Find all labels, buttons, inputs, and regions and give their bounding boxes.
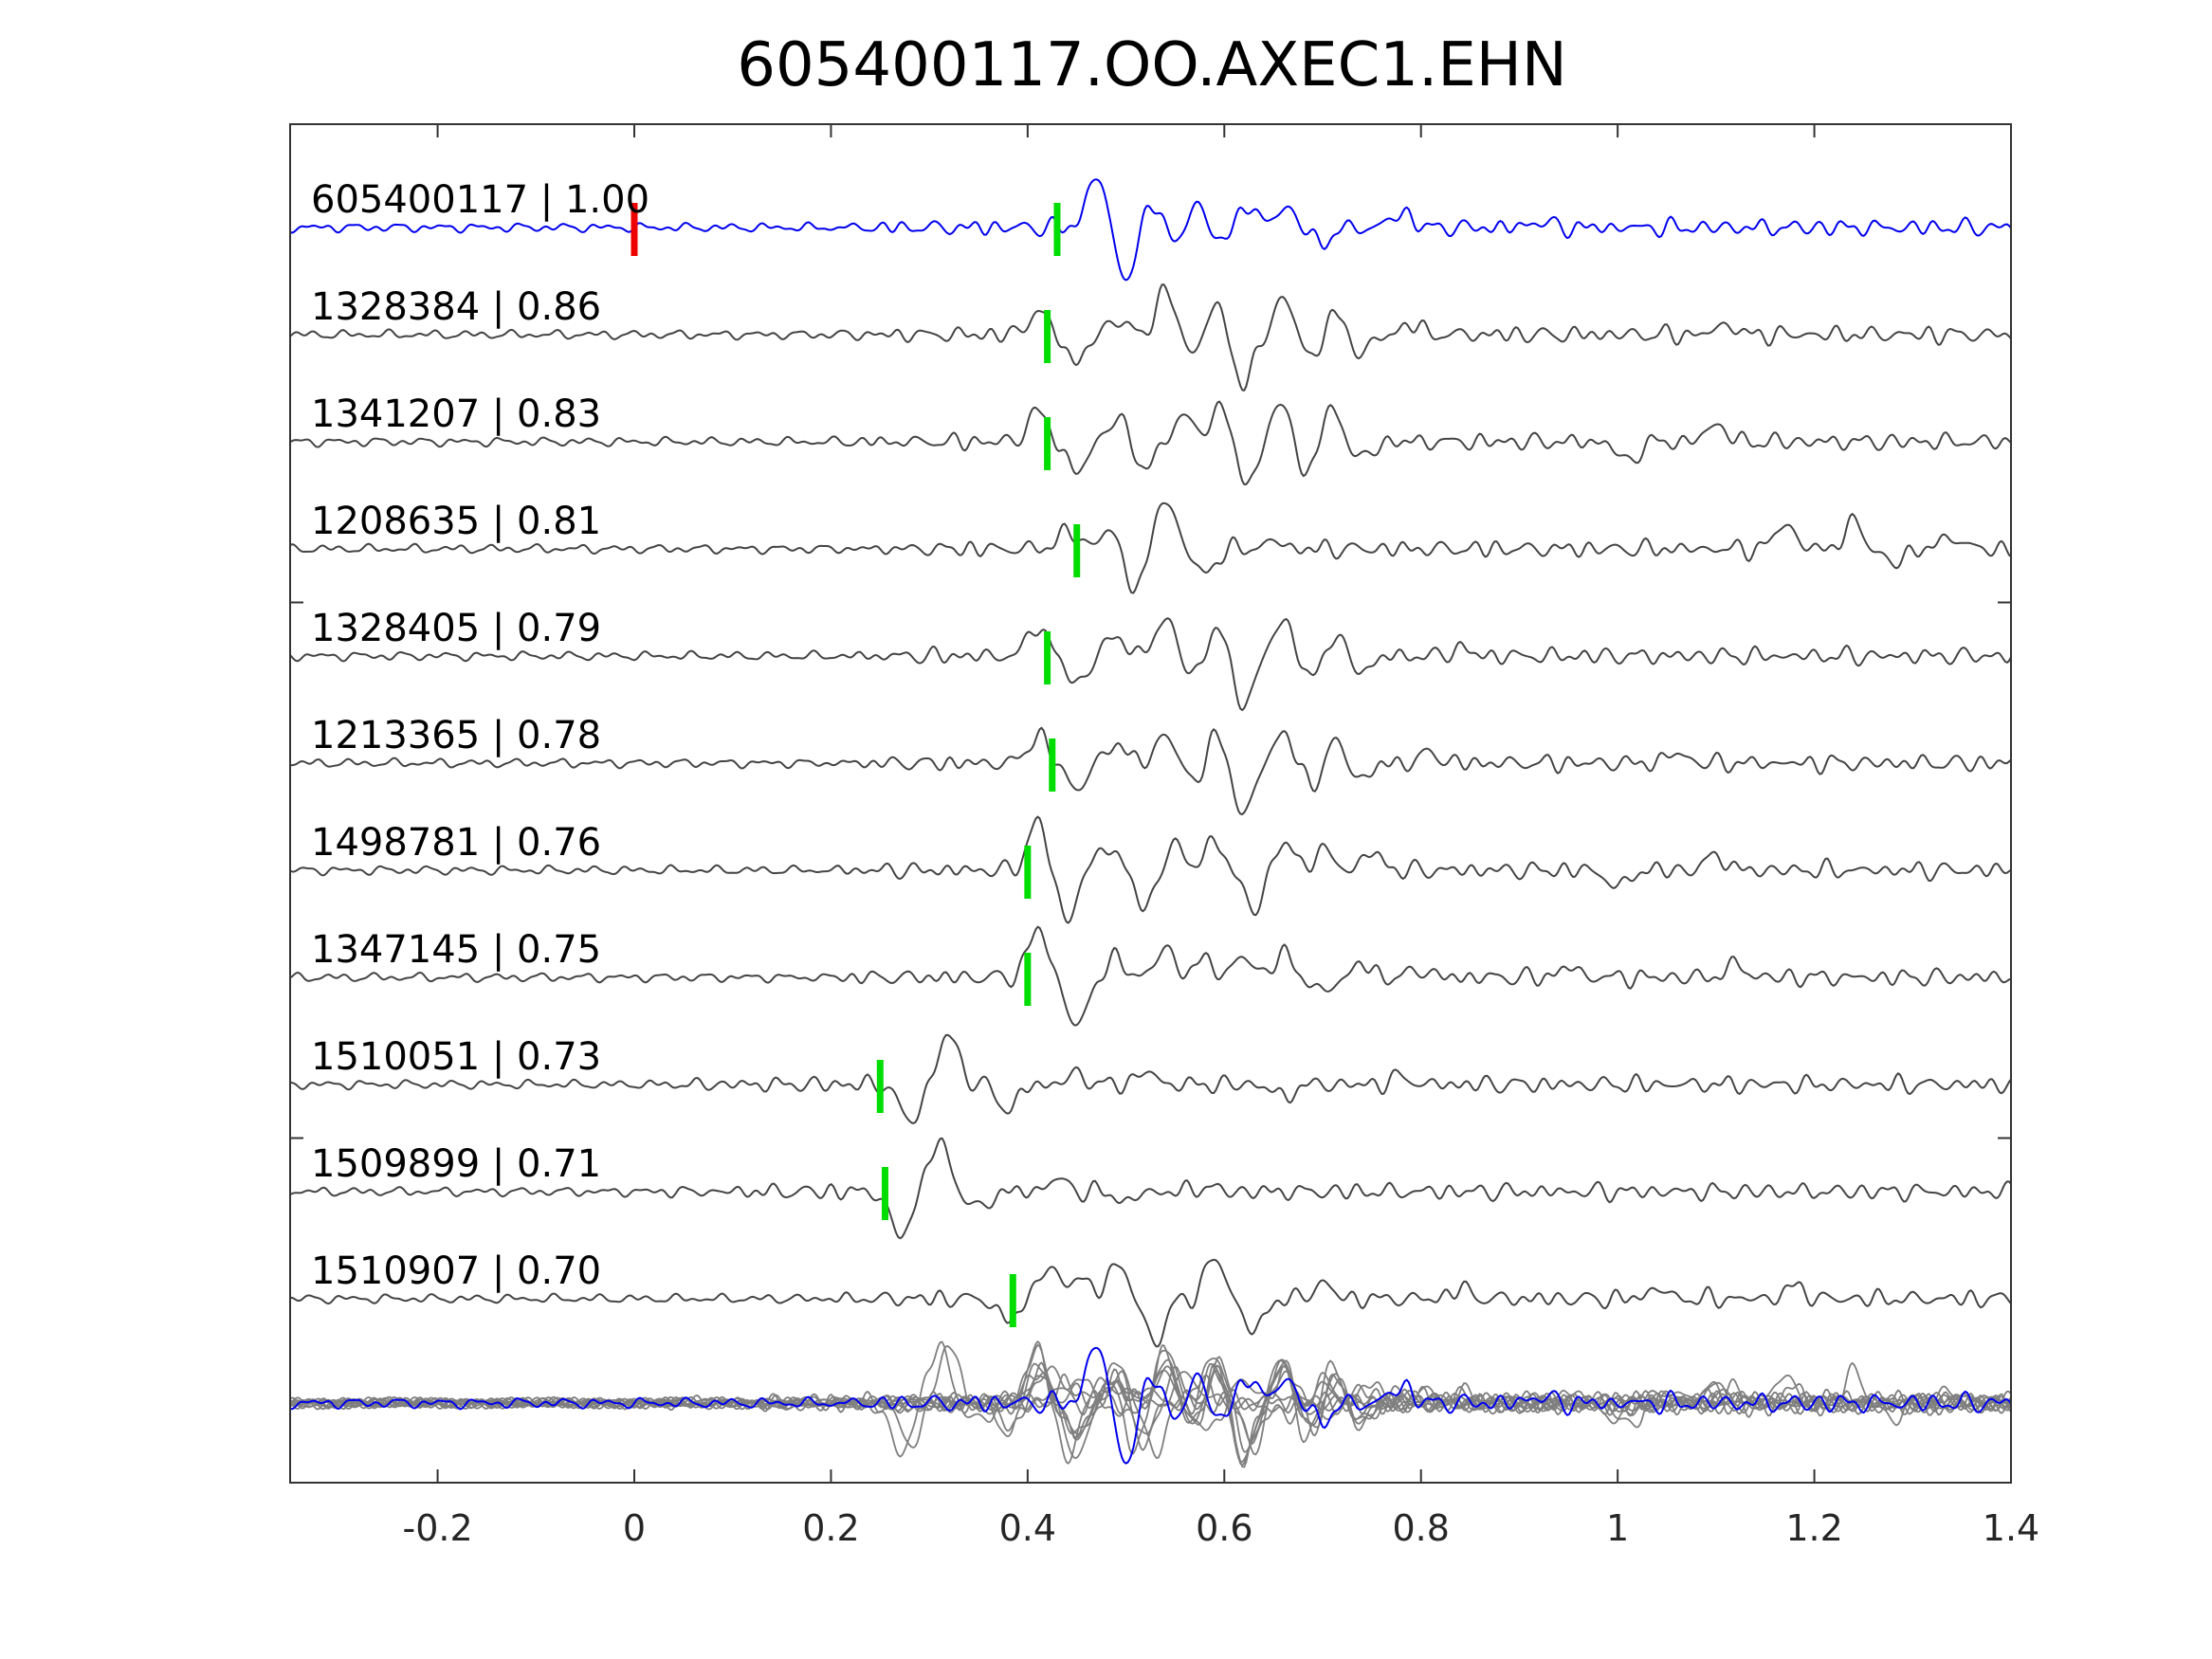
x-tick-label-8: 1.4 [1983, 1507, 2039, 1549]
trace-line-6 [289, 815, 2012, 924]
stack-trace-4 [289, 1358, 2012, 1467]
trace-label-1: 1328384 | 0.86 [311, 285, 601, 329]
x-axis-ticks: -0.2 0 0.2 0.4 0.6 0.8 1 1.2 1.4 [290, 124, 2039, 1549]
trace-label-5: 1213365 | 0.78 [311, 714, 601, 757]
trace-label-8: 1510051 | 0.73 [311, 1035, 601, 1079]
stack-trace-7 [289, 1343, 2012, 1460]
stacked-overlay-group [289, 1340, 2012, 1468]
trace-label-2: 1341207 | 0.83 [311, 392, 601, 436]
trace-label-7: 1347145 | 0.75 [311, 928, 601, 972]
x-tick-label-5: 0.8 [1392, 1507, 1449, 1549]
trace-line-3 [289, 501, 2012, 594]
x-tick-label-2: 0.2 [802, 1507, 859, 1549]
trace-label-10: 1510907 | 0.70 [311, 1249, 601, 1293]
trace-label-3: 1208635 | 0.81 [311, 500, 601, 543]
x-tick-label-4: 0.6 [1196, 1507, 1252, 1549]
trace-line-2 [289, 400, 2012, 485]
trace-group [289, 178, 2012, 1348]
trace-label-0: 605400117 | 1.00 [311, 178, 649, 222]
trace-label-4: 1328405 | 0.79 [311, 607, 601, 650]
trace-label-9: 1509899 | 0.71 [311, 1142, 601, 1186]
stack-reference-trace [289, 1346, 2012, 1465]
trace-line-1 [289, 283, 2012, 392]
trace-label-group: 605400117 | 1.00 1328384 | 0.86 1341207 | … [311, 178, 649, 1293]
trace-line-9 [289, 1137, 2012, 1240]
x-tick-label-0: -0.2 [402, 1507, 472, 1549]
trace-line-4 [289, 617, 2012, 712]
x-tick-label-3: 0.4 [999, 1507, 1056, 1549]
plot-frame [289, 123, 2012, 1484]
chart-title: 605400117.OO.AXEC1.EHN [737, 30, 1567, 100]
trace-line-7 [289, 925, 2012, 1027]
stack-trace-9 [289, 1340, 2012, 1458]
trace-line-10 [289, 1258, 2012, 1348]
x-tick-label-7: 1.2 [1785, 1507, 1842, 1549]
pick-marker-group [631, 203, 1081, 1327]
trace-line-0 [289, 178, 2012, 282]
trace-line-5 [289, 726, 2012, 815]
trace-line-8 [289, 1033, 2012, 1124]
x-tick-label-6: 1 [1606, 1507, 1629, 1549]
trace-label-6: 1498781 | 0.76 [311, 821, 601, 865]
x-tick-label-1: 0 [623, 1507, 646, 1549]
